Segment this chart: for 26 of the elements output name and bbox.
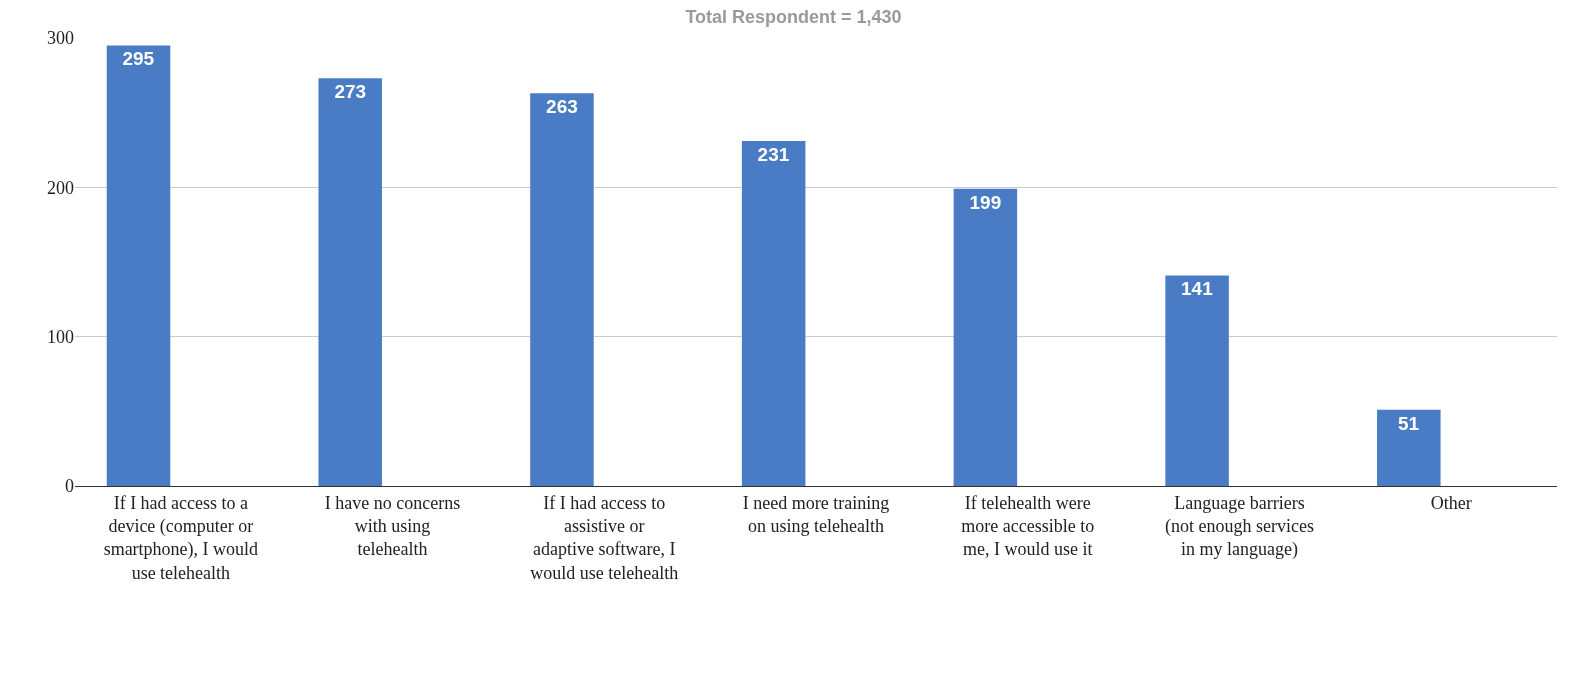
bar — [318, 78, 382, 486]
data-label: 295 — [122, 48, 155, 70]
bar — [953, 188, 1018, 486]
chart-title: Total Respondent = 1,430 — [685, 6, 902, 27]
y-tick-label: 300 — [47, 28, 74, 49]
data-label: 273 — [334, 81, 367, 103]
y-tick-label: 100 — [47, 326, 74, 347]
data-label: 51 — [1398, 412, 1420, 434]
bar — [106, 45, 171, 486]
x-tick-label: Other — [1430, 492, 1472, 513]
y-tick-label: 200 — [47, 177, 74, 198]
bar — [1165, 275, 1229, 486]
data-label: 141 — [1181, 278, 1214, 300]
x-tick-label: Language barriers (not enough services in my language) — [1164, 492, 1314, 561]
data-label: 231 — [757, 144, 790, 166]
bar — [1377, 409, 1441, 486]
x-tick-label: If I had access to a device (computer or smartphone), I would use telehealth — [103, 492, 259, 583]
x-tick-label: I have no concerns with using telehealth — [324, 492, 461, 560]
data-label: 263 — [546, 96, 578, 118]
x-tick-label: If I had access to assistive or adaptive software, I would use telehealth — [530, 492, 679, 583]
x-tick-label: I need more training on using telehealth — [742, 492, 890, 536]
bar — [530, 93, 594, 486]
x-tick-label: If telehealth were more accessible to me, I would use it — [961, 492, 1095, 560]
y-tick-label: 0 — [65, 476, 74, 497]
data-label: 199 — [969, 191, 1002, 213]
bar — [741, 141, 806, 486]
